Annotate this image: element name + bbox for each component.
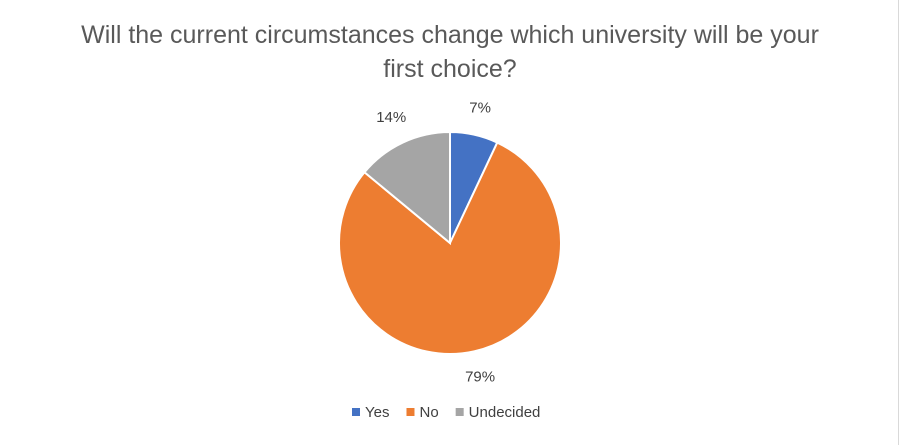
legend-marker [455, 408, 464, 416]
pie-slice [338, 141, 562, 355]
legend-marker [406, 408, 415, 416]
chart-title: Will the current circumstances change wh… [81, 21, 819, 83]
data-label: 7% [469, 99, 491, 116]
data-label: 14% [376, 109, 406, 126]
legend-label: Undecided [469, 404, 541, 421]
pie-slice [363, 130, 451, 246]
legend-label: No [419, 404, 438, 421]
legend-marker [352, 408, 360, 416]
data-label: 79% [465, 369, 495, 386]
legend-label: Yes [365, 404, 389, 421]
